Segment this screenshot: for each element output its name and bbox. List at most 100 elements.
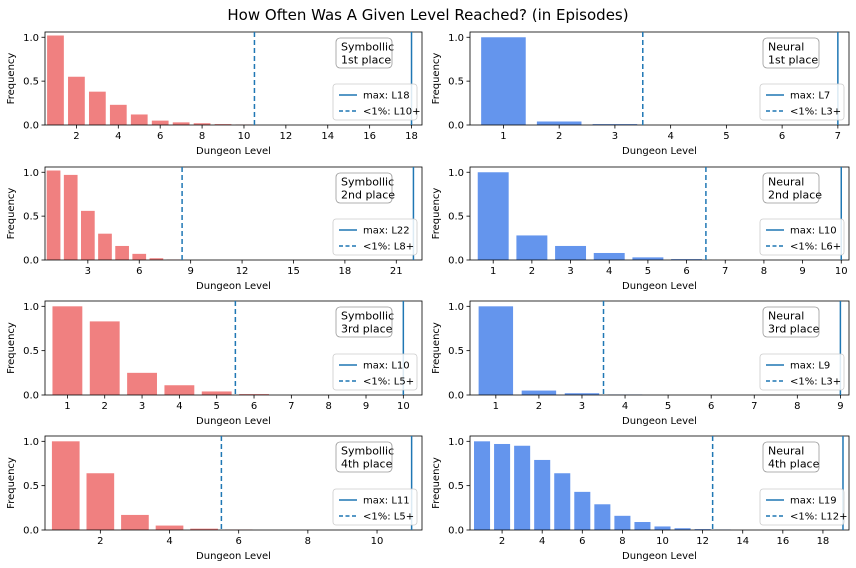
legend: max: L7 <1%: L3+ xyxy=(759,83,845,121)
legend-max-label: max: L9 xyxy=(790,361,830,372)
bar-level-1 xyxy=(474,441,491,530)
bar-level-3 xyxy=(514,445,531,530)
legend: max: L10 <1%: L6+ xyxy=(759,218,845,256)
y-axis-label: Frequency xyxy=(431,188,442,240)
x-tick-label: 4 xyxy=(166,536,172,547)
legend-max-label: max: L7 xyxy=(790,91,830,102)
x-tick-label: 21 xyxy=(390,266,403,277)
model-name-box xyxy=(335,37,393,69)
x-axis-label: Dungeon Level xyxy=(196,281,271,292)
y-tick-label: 0.5 xyxy=(23,346,39,357)
x-axis-label: Dungeon Level xyxy=(622,146,697,157)
y-tick-label: 0.5 xyxy=(448,346,464,357)
x-tick-label: 10 xyxy=(835,266,848,277)
bar-level-3 xyxy=(121,514,149,530)
x-tick-label: 10 xyxy=(656,536,669,547)
plot-frame xyxy=(44,435,423,531)
x-tick-label: 2 xyxy=(536,401,542,412)
model-name-box xyxy=(762,306,820,338)
chart-panel-5: 1 2 3 4 5 6 7 8 9 10 0.0 0.5 1.0 Dungeon Level Frequen… xyxy=(6,300,423,427)
y-tick-label: 1.0 xyxy=(23,168,39,179)
bar-level-1 xyxy=(46,170,61,260)
model-name-label: Neural xyxy=(768,41,804,54)
x-tick-label: 2 xyxy=(556,131,562,142)
chart-panel-4: 1 2 3 4 5 6 7 8 9 10 0.0 0.5 1.0 Dungeon Level Frequen… xyxy=(431,166,850,292)
bar-level-2 xyxy=(89,321,120,395)
y-axis-label: Frequency xyxy=(431,457,442,509)
x-tick-label: 4 xyxy=(115,131,121,142)
legend-max-label: max: L19 xyxy=(790,496,837,507)
x-tick-label: 3 xyxy=(579,401,585,412)
y-tick-label: 0.0 xyxy=(448,526,464,537)
plot-frame xyxy=(44,300,423,396)
model-place-label: 4th place xyxy=(768,458,820,471)
y-tick-label: 0.0 xyxy=(448,391,464,402)
bar-level-8 xyxy=(614,515,631,530)
legend-threshold-label: <1%: L3+ xyxy=(790,377,841,388)
bar-level-4 xyxy=(164,385,195,395)
bar-level-2 xyxy=(521,390,557,395)
x-tick-label: 9 xyxy=(363,401,369,412)
model-name-box xyxy=(335,306,393,338)
bar-level-3 xyxy=(555,245,587,260)
y-tick-label: 0.0 xyxy=(448,121,464,132)
bar-level-12 xyxy=(694,529,711,530)
bar-level-6 xyxy=(151,120,169,125)
model-place-label: 2nd place xyxy=(768,189,822,202)
x-tick-label: 4 xyxy=(622,401,628,412)
x-tick-label: 6 xyxy=(779,131,785,142)
x-tick-label: 16 xyxy=(776,536,789,547)
x-tick-label: 5 xyxy=(665,401,671,412)
legend: max: L19 <1%: L12+ xyxy=(759,488,847,526)
y-axis-label: Frequency xyxy=(6,53,17,105)
y-tick-label: 0.0 xyxy=(23,391,39,402)
bar-level-11 xyxy=(674,528,691,530)
legend: max: L18 <1%: L10+ xyxy=(332,83,420,121)
y-axis-label: Frequency xyxy=(6,457,17,509)
x-tick-label: 18 xyxy=(339,266,352,277)
bar-level-3 xyxy=(127,372,157,395)
x-tick-label: 1 xyxy=(500,131,506,142)
x-tick-label: 8 xyxy=(199,131,205,142)
x-tick-label: 5 xyxy=(214,401,220,412)
bar-level-4 xyxy=(109,104,127,125)
y-axis-label: Frequency xyxy=(6,322,17,374)
legend-threshold-label: <1%: L10+ xyxy=(363,107,420,118)
x-tick-label: 14 xyxy=(321,131,334,142)
model-place-label: 3rd place xyxy=(341,323,393,336)
bar-level-6 xyxy=(239,394,269,395)
x-tick-label: 1 xyxy=(64,401,70,412)
bar-level-1 xyxy=(51,441,80,530)
model-name-box xyxy=(335,172,393,204)
y-tick-label: 0.5 xyxy=(448,77,464,88)
bar-level-7 xyxy=(172,122,190,125)
y-tick-label: 0.0 xyxy=(448,256,464,267)
x-tick-label: 8 xyxy=(619,536,625,547)
x-tick-label: 9 xyxy=(799,266,805,277)
chart-panel-8: 2 4 6 8 10 12 14 16 18 0.0 0.5 1.0 Dungeon Level Freq… xyxy=(431,435,850,562)
legend-max-label: max: L10 xyxy=(363,361,410,372)
x-tick-label: 10 xyxy=(397,401,410,412)
x-tick-label: 8 xyxy=(325,401,331,412)
x-tick-label: 6 xyxy=(236,536,242,547)
bar-level-5 xyxy=(115,245,129,260)
legend: max: L9 <1%: L3+ xyxy=(759,353,845,391)
bar-level-7 xyxy=(149,258,164,260)
x-tick-label: 3 xyxy=(85,266,91,277)
bar-level-1 xyxy=(52,306,83,395)
x-tick-label: 16 xyxy=(363,131,376,142)
bar-level-2 xyxy=(516,235,548,260)
x-tick-label: 12 xyxy=(696,536,709,547)
x-tick-label: 18 xyxy=(405,131,418,142)
x-tick-label: 5 xyxy=(645,266,651,277)
model-name-label: Neural xyxy=(768,310,804,323)
bar-level-6 xyxy=(671,259,703,260)
bar-level-6 xyxy=(574,491,591,530)
model-name-box xyxy=(762,37,820,69)
legend-max-label: max: L18 xyxy=(363,91,410,102)
x-tick-label: 2 xyxy=(102,401,108,412)
y-tick-label: 0.5 xyxy=(23,77,39,88)
bar-level-5 xyxy=(632,257,664,260)
figure-title: How Often Was A Given Level Reached? (in… xyxy=(227,6,628,24)
